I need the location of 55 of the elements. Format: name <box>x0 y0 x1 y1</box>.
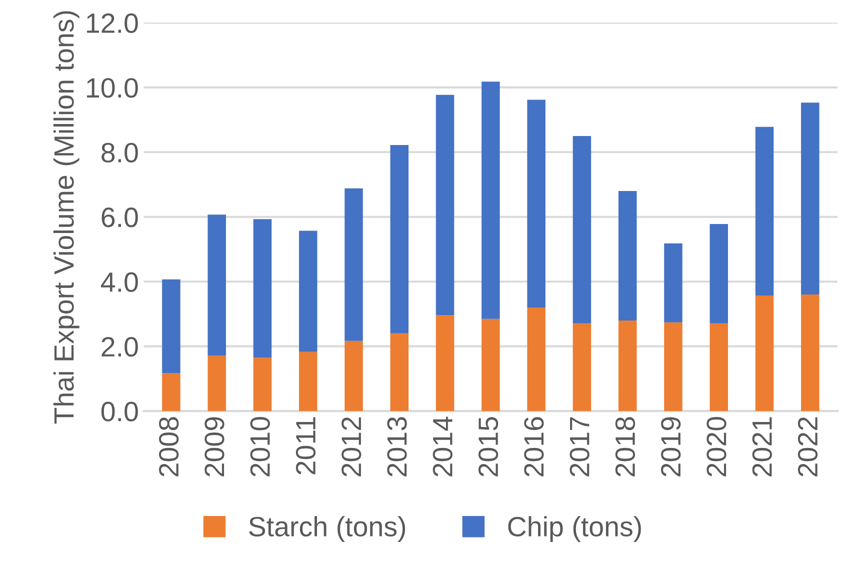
bar <box>162 279 180 374</box>
bar <box>664 243 682 322</box>
bar <box>253 219 272 358</box>
bar <box>527 100 546 308</box>
bar <box>801 102 820 295</box>
x-tick-label: 2019 <box>661 417 681 476</box>
x-tick-label: 2008 <box>158 417 179 476</box>
x-tick-label: 2012 <box>342 417 362 476</box>
x-tick-label: 2015 <box>478 417 498 476</box>
x-tick-label: 2020 <box>706 417 726 476</box>
bar <box>298 352 318 412</box>
x-tick-label: 2013 <box>387 417 407 476</box>
bar <box>572 136 592 324</box>
bar <box>162 373 180 412</box>
bar <box>801 294 820 412</box>
bar <box>710 323 728 412</box>
legend-label: Starch (tons) <box>249 516 406 542</box>
x-tick-label: 2017 <box>570 417 590 476</box>
bar <box>208 356 226 412</box>
y-axis-title: Thai Export Violume (Million tons) <box>53 11 80 424</box>
bar <box>755 126 774 296</box>
x-tick-label: 2009 <box>204 417 224 476</box>
bar <box>572 323 592 412</box>
y-tick-label: 6.0 <box>102 208 138 228</box>
x-tick-label: 2011 <box>296 417 316 474</box>
y-tick-label: 12.0 <box>87 13 138 34</box>
bar <box>482 82 500 319</box>
bar <box>482 318 500 412</box>
x-tick-label: 2014 <box>432 416 452 476</box>
bar <box>390 333 409 412</box>
bar <box>527 308 546 412</box>
legend-label: Chip (tons) <box>508 516 641 542</box>
x-tick-label: 2016 <box>524 417 544 476</box>
y-tick-label: 2.0 <box>102 337 138 357</box>
bar <box>344 340 363 412</box>
x-tick-label: 2022 <box>798 417 818 476</box>
bar <box>344 188 363 341</box>
bar <box>618 320 637 412</box>
x-tick-label: 2010 <box>250 417 270 476</box>
y-tick-label: 4.0 <box>100 272 138 292</box>
x-tick-label: 2021 <box>752 417 772 476</box>
y-tick-label: 10.0 <box>87 78 138 98</box>
y-tick-label: 0.0 <box>101 402 138 422</box>
bar <box>618 190 637 320</box>
y-tick-label: 8.0 <box>102 142 138 162</box>
bar <box>755 296 774 412</box>
bar <box>436 315 454 412</box>
bar <box>253 358 272 412</box>
bar <box>664 322 682 412</box>
x-tick-label: 2018 <box>615 417 636 476</box>
bar <box>436 94 454 316</box>
bar <box>298 230 318 352</box>
bar <box>710 224 728 324</box>
bar <box>390 145 409 334</box>
bar <box>208 214 226 356</box>
